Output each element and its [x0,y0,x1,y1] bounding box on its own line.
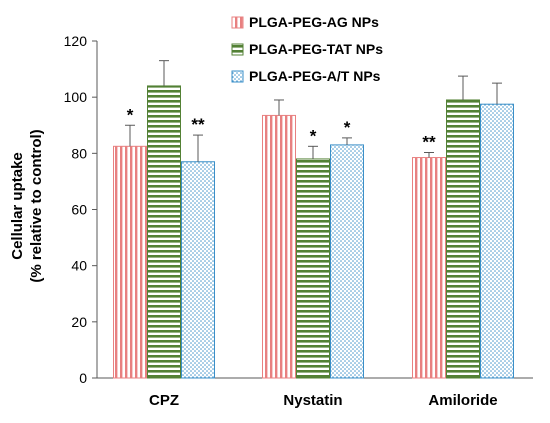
y-tick-label: 100 [64,89,88,105]
x-category-label: Amiloride [428,392,497,409]
y-tick-label: 20 [71,314,87,330]
x-category-label: CPZ [149,392,179,409]
y-tick-label: 40 [71,258,87,274]
bar-vertical-stripes [113,145,147,379]
legend: PLGA-PEG-AG NPs PLGA-PEG-TAT NPs PLGA-PEG-… [231,14,383,84]
y-tick-label: 0 [79,370,87,386]
significance-label: * [127,105,134,124]
y-tick-label: 80 [71,145,87,161]
legend-swatch [231,16,244,29]
y-tick-label: 60 [71,202,87,218]
significance-label: * [344,118,351,137]
legend-label: PLGA-PEG-TAT NPs [249,41,383,57]
legend-label: PLGA-PEG-A/T NPs [249,68,381,84]
y-tick-label: 120 [64,33,88,49]
bar-dots [330,144,364,379]
legend-swatch [231,43,244,56]
bar-vertical-stripes [412,157,446,379]
bar-dots [181,161,215,379]
legend-label: PLGA-PEG-AG NPs [249,14,379,30]
bar-vertical-stripes [262,114,296,379]
bar-dots [480,103,514,379]
significance-label: ** [422,132,436,151]
y-axis-title-line2: (% relative to control) [28,129,45,282]
bar-horizontal-stripes [446,99,480,379]
x-category-label: Nystatin [283,392,342,409]
y-axis-title-line1: Cellular uptake [9,152,26,260]
significance-label: ** [191,115,205,134]
legend-swatch [231,70,244,83]
significance-label: * [310,126,317,145]
bar-horizontal-stripes [296,158,330,379]
y-axis-title: Cellular uptake (% relative to control) [9,129,45,282]
bar-horizontal-stripes [147,85,181,379]
